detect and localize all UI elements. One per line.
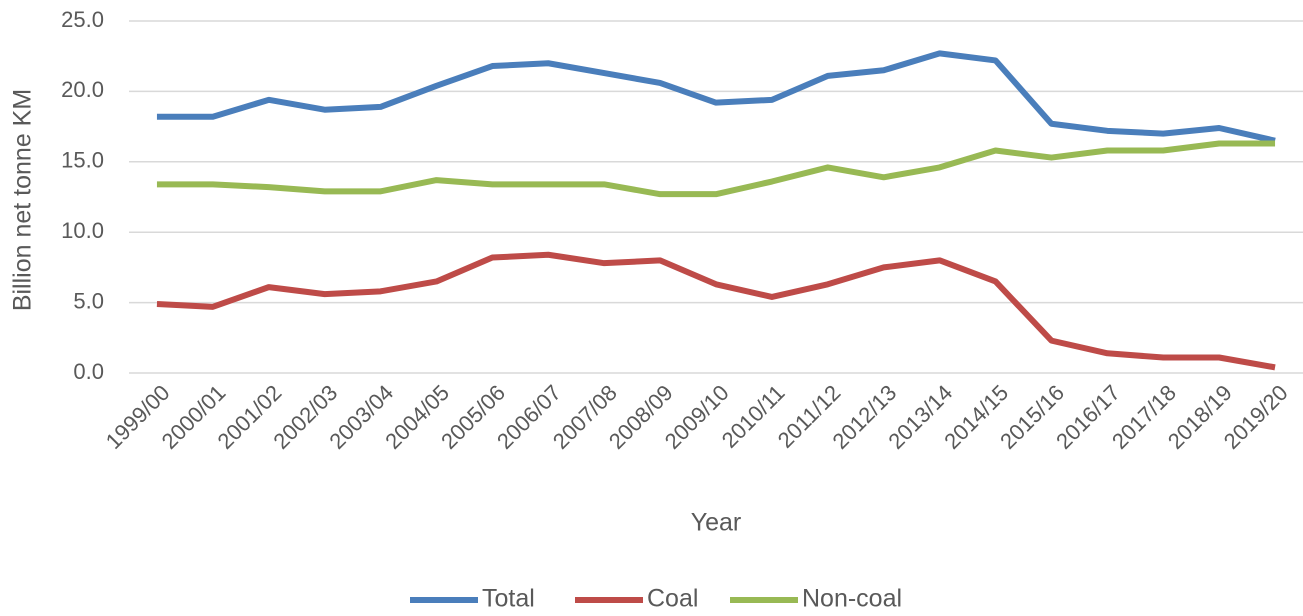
y-tick-label: 20.0 (61, 77, 104, 102)
line-series (156, 140, 1276, 198)
y-tick-label: 5.0 (73, 288, 104, 313)
y-tick-label: 25.0 (61, 7, 104, 32)
line-series (156, 50, 1276, 144)
legend-label: Non-coal (802, 585, 902, 613)
y-tick-label: 0.0 (73, 359, 104, 384)
y-tick-label: 15.0 (61, 148, 104, 173)
y-tick-label: 10.0 (61, 218, 104, 243)
x-axis-label: Year (691, 509, 742, 537)
legend-label: Total (482, 585, 535, 613)
legend-label: Coal (647, 585, 698, 613)
line-series (156, 251, 1276, 371)
y-axis-label: Billion net tonne KM (9, 89, 37, 311)
